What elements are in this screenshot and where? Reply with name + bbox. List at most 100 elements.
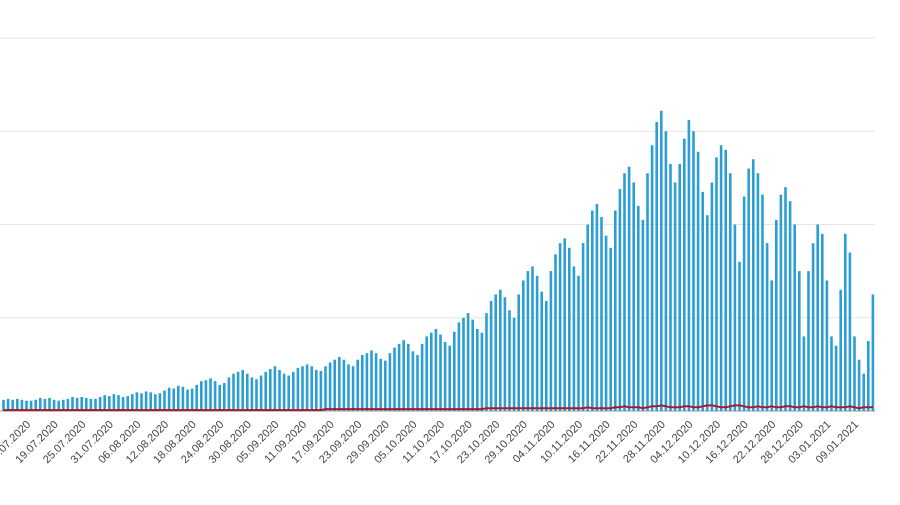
bar — [374, 353, 378, 411]
bar — [209, 378, 212, 411]
bar — [821, 233, 824, 411]
bar — [687, 120, 691, 411]
bar — [798, 271, 801, 411]
bar — [678, 163, 681, 411]
bar — [600, 217, 603, 411]
bar — [614, 210, 617, 411]
bar — [692, 131, 695, 411]
bar — [34, 399, 37, 411]
bar — [430, 332, 433, 411]
bar — [788, 201, 792, 411]
bar — [522, 280, 525, 411]
bar — [296, 368, 300, 411]
bar — [144, 391, 148, 411]
bar — [733, 224, 737, 411]
bar — [292, 371, 295, 411]
bar — [103, 395, 106, 411]
bar — [867, 341, 870, 411]
bar — [250, 377, 254, 411]
bar — [581, 243, 585, 411]
bar — [227, 377, 231, 411]
bar — [526, 271, 530, 411]
bar — [853, 336, 856, 411]
bar — [200, 381, 203, 411]
bar — [710, 182, 714, 411]
bar — [379, 358, 382, 411]
bar — [802, 336, 806, 411]
bar — [568, 247, 571, 411]
bar — [660, 110, 663, 412]
bar — [241, 369, 244, 411]
bar — [287, 375, 290, 411]
bar — [62, 399, 65, 411]
bar — [6, 398, 10, 411]
bar — [236, 371, 240, 411]
bar — [126, 396, 129, 411]
bar — [167, 387, 171, 411]
bar — [549, 271, 553, 411]
bar — [416, 355, 419, 411]
bar — [457, 322, 461, 411]
bar — [618, 189, 622, 411]
bar — [52, 399, 56, 411]
bar — [706, 215, 709, 411]
bar — [131, 394, 134, 411]
bar — [784, 187, 787, 411]
bar — [453, 331, 456, 411]
bar — [494, 294, 497, 411]
line — [3, 404, 873, 412]
bar — [333, 359, 336, 411]
bar — [213, 381, 217, 411]
bar — [673, 182, 677, 411]
bar — [701, 191, 704, 411]
bar — [39, 397, 42, 411]
bar — [683, 138, 686, 411]
bar — [650, 145, 654, 412]
bar — [140, 393, 143, 411]
bar — [448, 345, 451, 411]
bar — [443, 341, 447, 411]
bar — [315, 369, 318, 411]
bar — [117, 395, 120, 411]
bar — [29, 400, 33, 411]
bar — [232, 373, 235, 411]
bar — [282, 373, 286, 411]
bar — [397, 343, 401, 411]
bar — [108, 396, 111, 411]
bar — [135, 392, 139, 411]
bar — [669, 163, 672, 411]
bar — [503, 297, 507, 411]
bar — [572, 266, 576, 411]
bar — [388, 353, 392, 411]
bar — [71, 397, 74, 411]
bar — [158, 393, 162, 411]
bar — [839, 289, 842, 411]
bar — [623, 173, 626, 411]
bar — [563, 238, 566, 411]
bar — [57, 400, 60, 411]
bar — [747, 168, 750, 411]
bar — [857, 359, 861, 411]
bar — [535, 275, 539, 411]
bar — [627, 166, 631, 411]
bar — [365, 353, 369, 411]
bar — [871, 294, 875, 411]
bar — [558, 243, 562, 411]
bar — [273, 366, 277, 411]
bar — [844, 233, 847, 411]
bar — [434, 328, 438, 411]
bar — [351, 366, 355, 411]
bar — [177, 385, 180, 411]
bar — [172, 388, 175, 411]
bar — [807, 271, 810, 411]
bar — [604, 235, 608, 411]
bar — [218, 384, 221, 411]
bar — [811, 243, 815, 411]
bar — [637, 205, 640, 411]
bar — [830, 336, 833, 411]
bar — [223, 383, 226, 411]
bar — [508, 310, 511, 411]
bar — [347, 364, 350, 411]
bar — [609, 247, 612, 411]
